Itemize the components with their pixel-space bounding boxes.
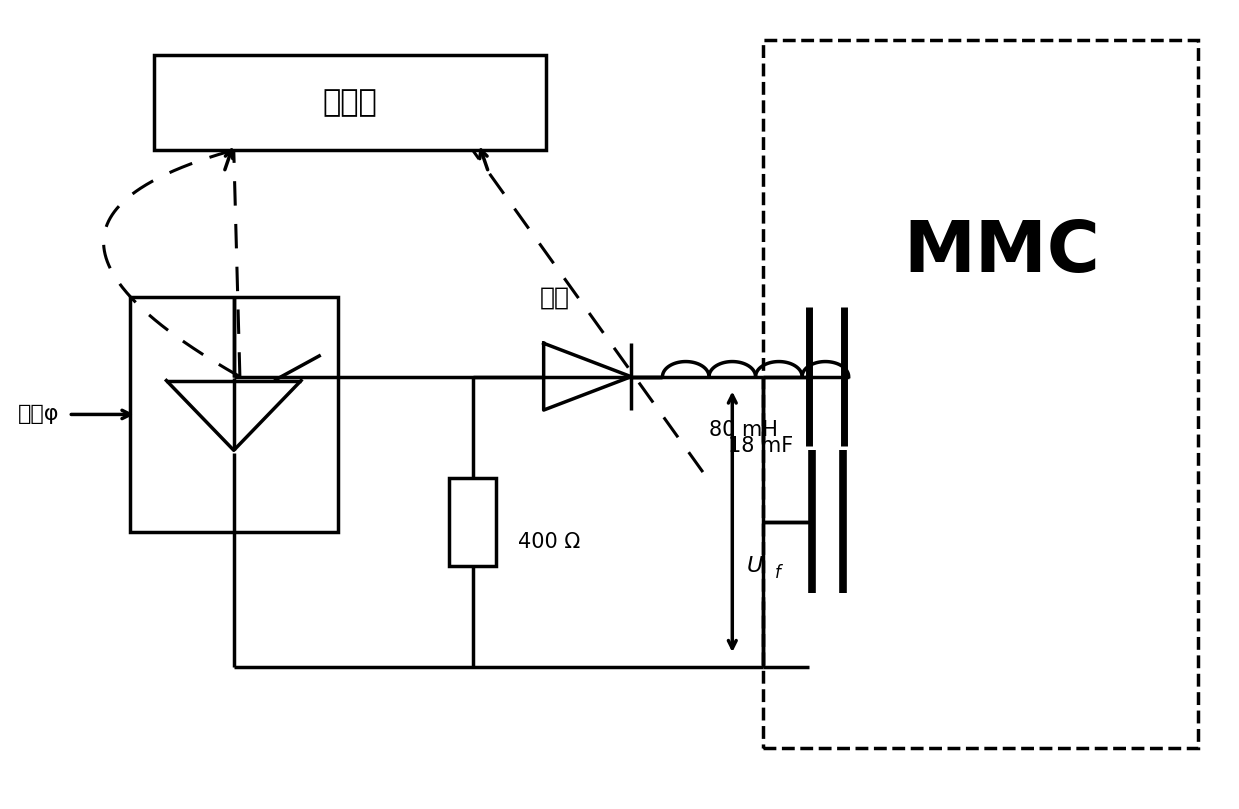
Text: 控制φ: 控制φ — [19, 404, 59, 425]
Bar — [763, 40, 1198, 748]
Text: f: f — [776, 565, 781, 582]
Bar — [130, 297, 338, 532]
Text: U: U — [747, 556, 763, 575]
Text: 反馈: 反馈 — [540, 285, 570, 309]
Text: 18 mF: 18 mF — [729, 436, 793, 456]
Bar — [154, 55, 546, 150]
Bar — [450, 478, 496, 565]
Text: MMC: MMC — [903, 218, 1100, 287]
Text: 400 Ω: 400 Ω — [518, 532, 580, 552]
Text: 80 mH: 80 mH — [709, 421, 778, 440]
Text: 控制器: 控制器 — [322, 88, 378, 116]
